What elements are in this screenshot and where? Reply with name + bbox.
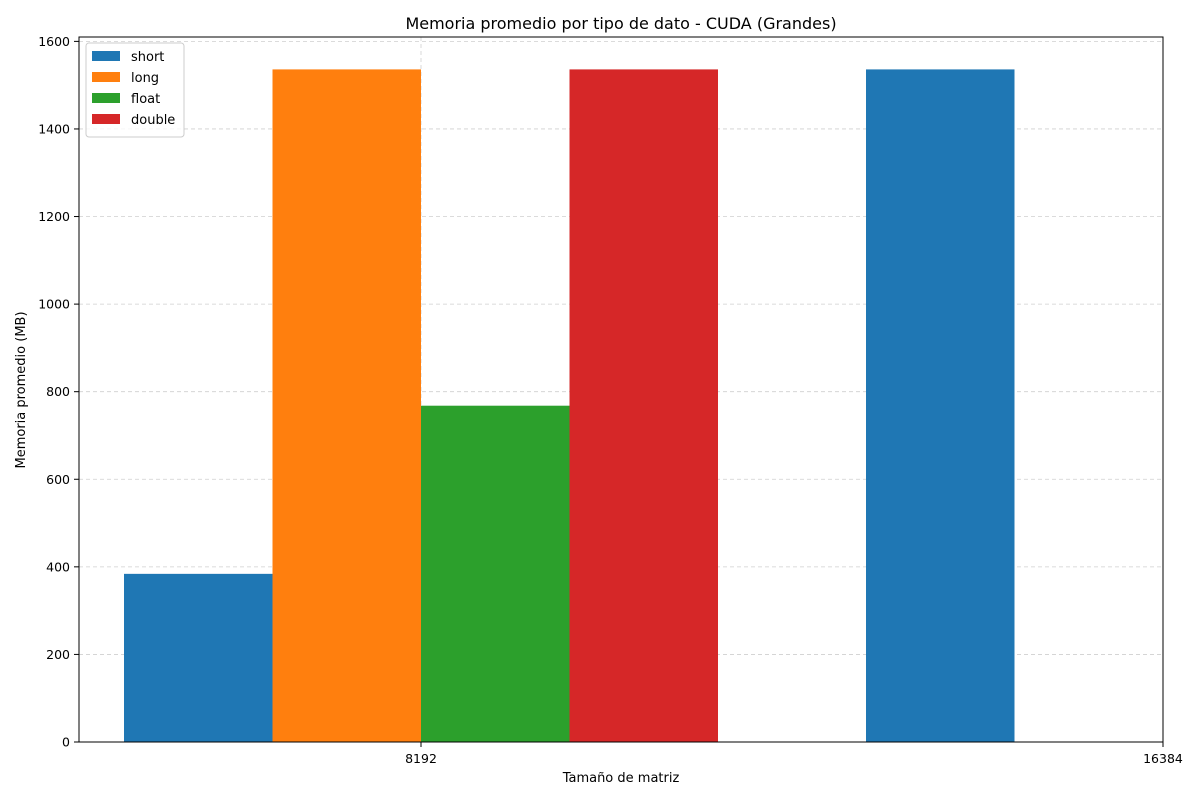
legend-label-long: long: [131, 71, 159, 86]
legend-label-short: short: [131, 50, 164, 65]
y-tick-label: 400: [46, 559, 70, 574]
legend-label-float: float: [131, 92, 160, 107]
y-tick-label: 1200: [38, 209, 70, 224]
y-tick-label: 200: [46, 647, 70, 662]
x-tick-label: 16384: [1143, 751, 1183, 766]
plot-frame: [78, 36, 1164, 743]
legend: short long float double: [85, 42, 185, 138]
legend-swatch-long: [92, 72, 120, 82]
y-axis-label: Memoria promedio (MB): [14, 311, 29, 468]
bar-short-16384: [866, 69, 1015, 742]
x-axis-label: Tamaño de matriz: [562, 771, 680, 786]
legend-label-double: double: [131, 113, 175, 128]
y-tick-label: 1400: [38, 121, 70, 136]
chart-title: Memoria promedio por tipo de dato - CUDA…: [405, 14, 836, 33]
y-tick-label: 1000: [38, 297, 70, 312]
legend-swatch-float: [92, 93, 120, 103]
bar-long-8192: [272, 69, 421, 742]
legend-swatch-short: [92, 51, 120, 61]
legend-box: [85, 42, 185, 138]
y-tick-label: 0: [62, 735, 70, 750]
legend-swatch-double: [92, 114, 120, 124]
x-tick-label: 8192: [405, 751, 437, 766]
bar-float-8192: [421, 405, 570, 742]
bar-double-8192: [569, 69, 718, 742]
y-tick-label: 1600: [38, 34, 70, 49]
bar-short-8192: [124, 573, 273, 742]
y-tick-label: 600: [46, 472, 70, 487]
axis-ticks: 0 200 400 600 800 1000 1200 1400 1600 8192 16384: [38, 34, 1183, 766]
bars: [124, 69, 1015, 742]
y-tick-label: 800: [46, 384, 70, 399]
